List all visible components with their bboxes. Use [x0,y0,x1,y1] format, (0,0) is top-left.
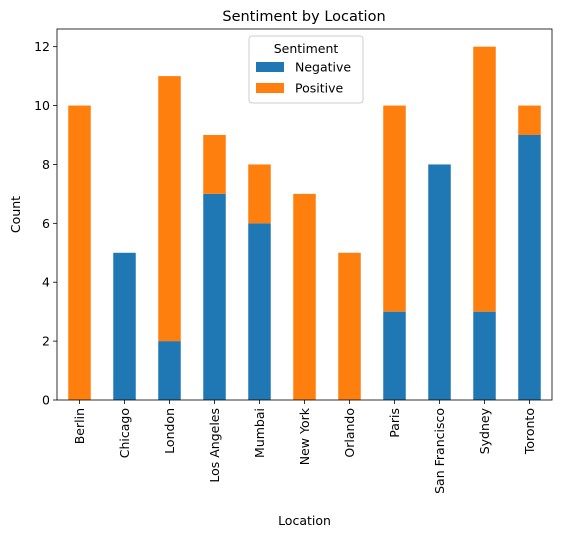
legend-swatch [256,62,284,72]
bar-negative-chicago [113,252,136,400]
bar-negative-paris [383,311,406,400]
y-tick-label: 10 [34,98,50,113]
bar-positive-los-angeles [203,135,226,194]
x-tick-label: Sydney [477,407,492,454]
x-axis: Berlin Chicago London Los Angeles Mumbai New … [72,400,537,494]
bar-positive-berlin [68,105,91,401]
bar-negative-toronto [518,135,541,400]
bar-positive-orlando [338,252,361,400]
legend-label: Positive [291,81,343,96]
bar-negative-london [158,341,181,400]
plot-frame [56,28,553,401]
legend-swatch [256,83,284,93]
y-tick-label: 2 [42,334,50,349]
x-tick-label: Chicago [117,408,132,458]
x-tick-label: San Francisco [432,408,447,494]
bar-positive-paris [383,105,406,312]
y-tick-label: 4 [42,275,50,290]
bar-positive-toronto [518,105,541,135]
x-tick-label: Toronto [522,408,537,455]
legend-entries: Negative Positive [256,60,351,96]
legend-label: Negative [291,60,351,75]
bar-positive-sydney [473,46,496,312]
bar-positive-new-york [293,193,316,400]
legend-title: Sentiment [274,41,339,56]
x-tick-label: London [162,408,177,454]
x-tick-label: Orlando [342,408,357,458]
x-tick-label: Mumbai [252,408,267,458]
x-tick-label: Los Angeles [207,408,222,483]
y-tick-label: 8 [42,157,50,172]
x-tick-label: Berlin [72,408,87,444]
bar-negative-mumbai [248,223,271,400]
bar-negative-sydney [473,311,496,400]
bar-negative-san-francisco [428,164,451,400]
y-axis: 0 2 4 6 8 10 12 [34,39,57,408]
chart-title: Sentiment by Location [222,9,385,25]
x-tick-label: New York [297,407,312,465]
y-tick-label: 0 [42,393,50,408]
x-axis-label: Location [278,513,331,528]
bar-positive-london [158,76,181,342]
y-axis-label: Count [8,196,23,233]
legend: Sentiment Negative Positive [248,35,364,104]
x-tick-label: Paris [387,408,402,438]
bars-group [68,46,541,401]
y-tick-label: 6 [42,216,50,231]
y-tick-label: 12 [34,39,50,54]
bar-positive-mumbai [248,164,271,224]
bar-negative-los-angeles [203,193,226,400]
